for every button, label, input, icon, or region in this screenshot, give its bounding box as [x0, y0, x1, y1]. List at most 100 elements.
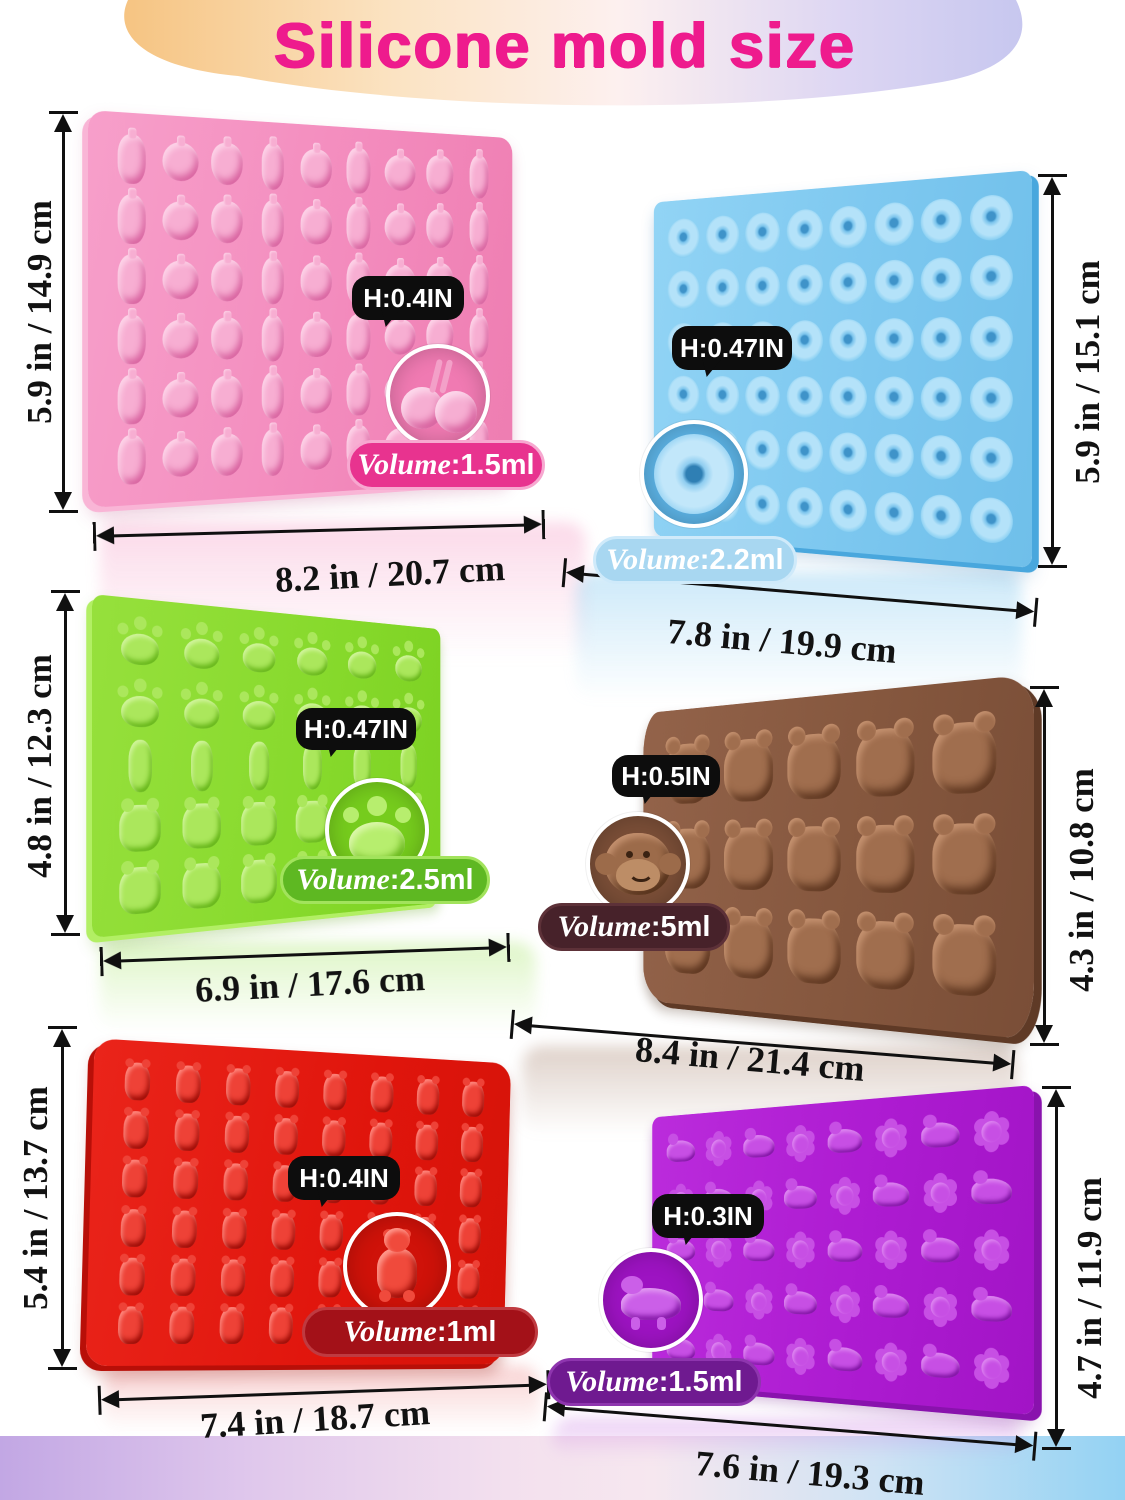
mold-cavity [109, 1104, 162, 1155]
mold-cavity [966, 1100, 1019, 1162]
cherry-cavity-icon [393, 351, 483, 441]
mold-cavity [826, 481, 871, 541]
mold-cavity [107, 797, 171, 862]
mold-cavity [295, 195, 338, 253]
mold-cavity [822, 1112, 867, 1169]
mold-cavity [420, 146, 459, 202]
mold-cavity [159, 1155, 211, 1205]
mold-cavity [742, 369, 783, 424]
mold-cavity [156, 190, 204, 251]
volume-word: Volume [558, 910, 651, 944]
purple-height-dimension-label: 4.7 in / 11.9 cm [1070, 1138, 1110, 1438]
mold-cavity [156, 426, 204, 488]
mold-cavity [161, 1107, 213, 1158]
volume-value: :1ml [437, 1316, 497, 1349]
mold-cavity [915, 1104, 965, 1165]
mold-cavity [231, 678, 286, 738]
mold-cavity [295, 139, 338, 198]
mold-cavity [250, 136, 295, 196]
mold-cavity [286, 624, 337, 684]
mold-cavity [783, 479, 826, 537]
mold-cavity [780, 901, 849, 998]
mold-cavity [171, 795, 230, 857]
mold-cavity [107, 188, 156, 250]
mold-cavity [966, 185, 1017, 249]
mold-cavity [404, 1072, 451, 1120]
mold-cavity [966, 429, 1017, 492]
mold-cavity [162, 1058, 214, 1109]
mold-cavity [915, 1221, 965, 1279]
mold-cavity [250, 251, 295, 309]
mold-cavity [105, 1252, 158, 1302]
mold-cavity [107, 671, 171, 736]
mold-cavity [156, 130, 204, 192]
purple-volume-badge: Volume:1.5ml [547, 1358, 761, 1406]
mold-cavity [106, 1202, 159, 1252]
mold-cavity [108, 1153, 161, 1204]
mold-cavity [966, 1337, 1019, 1399]
mold-cavity [779, 1329, 822, 1385]
mold-cavity [207, 1254, 258, 1303]
mold-cavity [380, 144, 421, 201]
mold-cavity [450, 1075, 496, 1123]
mold-cavity [662, 1125, 699, 1177]
mold-cavity [868, 1222, 916, 1279]
mold-cavity [420, 201, 459, 256]
mold-cavity [966, 1220, 1019, 1280]
mold-cavity [783, 369, 826, 425]
mold-cavity [295, 252, 338, 309]
volume-word: Volume [344, 1315, 437, 1349]
mold-cavity [665, 210, 703, 265]
mold-cavity [446, 1212, 492, 1259]
mold-cavity [156, 368, 204, 429]
mold-cavity [742, 204, 783, 261]
mold-cavity [295, 365, 338, 423]
mold-cavity [250, 309, 295, 367]
pink-cavity-zoom-circle [386, 344, 490, 448]
mold-cavity [966, 369, 1017, 430]
mold-cavity [742, 259, 783, 315]
mold-cavity [110, 1055, 163, 1107]
mold-cavity [871, 310, 918, 369]
mold-cavity [780, 809, 849, 904]
monkey-cavity-icon [605, 833, 671, 895]
purple-cavity-zoom-circle [599, 1248, 703, 1352]
mold-cavity [171, 735, 230, 796]
mold-cavity [107, 428, 156, 491]
mold-cavity [871, 252, 918, 312]
mold-cavity [826, 425, 871, 484]
mold-cavity [204, 250, 250, 309]
brown-volume-badge: Volume:5ml [538, 903, 730, 951]
mold-cavity [849, 708, 924, 809]
mold-cavity [402, 1165, 449, 1213]
mold-cavity [204, 424, 250, 485]
mold-cavity [783, 424, 826, 481]
mold-cavity [310, 1067, 359, 1116]
gummy-bear-cavity-icon [377, 1248, 417, 1298]
mold-cavity [665, 263, 703, 317]
mold-cavity [460, 149, 498, 204]
mold-cavity [104, 1301, 157, 1350]
purple-height-text: H:0.3IN [663, 1201, 753, 1232]
mold-cavity [924, 700, 1006, 806]
brown-height-dimension-line [1030, 686, 1060, 1046]
mold-cavity [917, 309, 966, 369]
mold-cavity [915, 1278, 965, 1337]
mold-cavity [255, 1302, 305, 1350]
red-cavity-grid [104, 1055, 496, 1350]
volume-word: Volume [357, 448, 450, 482]
mold-cavity [871, 369, 918, 428]
mold-cavity [738, 1119, 779, 1173]
mold-cavity [849, 807, 924, 906]
mold-cavity [211, 1109, 262, 1159]
mold-cavity [386, 634, 431, 689]
mold-cavity [171, 613, 230, 677]
brown-cavity-grid [659, 700, 1006, 1011]
pink-volume-badge: Volume:1.5ml [347, 440, 545, 490]
mold-cavity [717, 811, 780, 902]
mold-cavity [107, 858, 171, 925]
mold-cavity [380, 199, 421, 255]
mold-cavity [868, 1108, 916, 1167]
purple-cavity-grid [662, 1100, 1018, 1400]
mold-cavity [871, 484, 918, 545]
